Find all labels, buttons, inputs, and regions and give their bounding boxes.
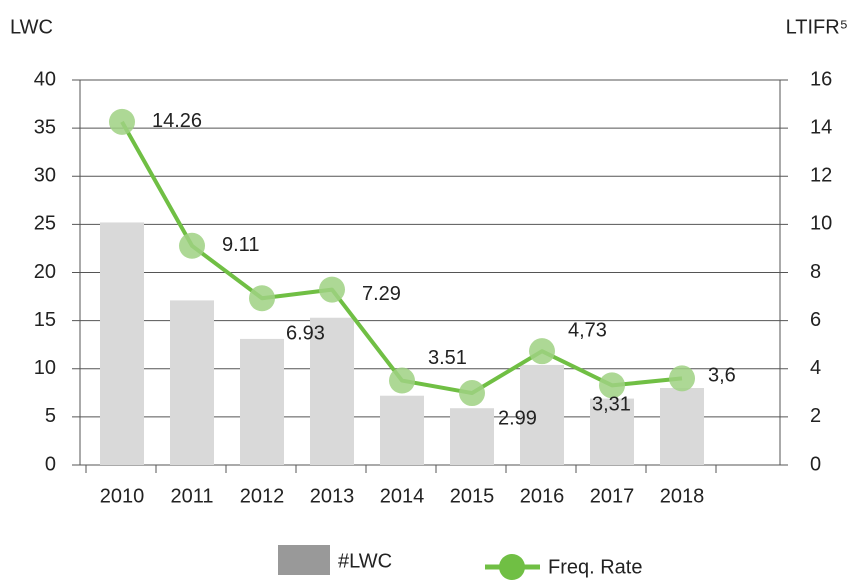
bar [590,398,634,465]
bar [100,222,144,465]
bar [170,300,214,465]
y2-tick-label: 16 [810,68,832,90]
marker [179,232,205,259]
data-label: 3.51 [428,347,467,369]
x-tick-label: 2012 [240,485,285,507]
bar [310,317,354,465]
bar [380,395,424,465]
y2-tick-label: 2 [810,405,821,427]
y2-tick-label: 14 [810,116,832,138]
marker [529,338,555,365]
bar [240,338,284,465]
y-tick-label: 15 [34,309,56,331]
bar [520,364,564,465]
legend-label: Freq. Rate [548,556,642,578]
legend-label: #LWC [338,550,392,572]
x-tick-label: 2017 [590,485,635,507]
y2-axis-title: LTIFR⁵ [786,16,848,38]
y2-tick-label: 12 [810,165,832,187]
marker [459,380,485,407]
data-label: 6.93 [286,323,325,345]
x-tick-label: 2015 [450,485,495,507]
x-tick-label: 2018 [660,485,705,507]
data-label: 7.29 [362,283,401,305]
data-label: 3,31 [592,394,631,416]
y-axis-title: LWC [10,16,53,38]
marker [669,365,695,392]
y-tick-label: 5 [45,405,56,427]
y2-tick-label: 10 [810,213,832,235]
x-tick-label: 2016 [520,485,565,507]
y-tick-label: 35 [34,116,56,138]
y2-tick-label: 4 [810,357,821,379]
marker [249,285,275,312]
x-tick-label: 2011 [170,485,213,507]
data-label: 14.26 [152,110,202,132]
marker [319,276,345,303]
y-tick-label: 10 [34,357,56,379]
y-tick-label: 0 [45,453,56,475]
bar [660,388,704,465]
y-tick-label: 30 [34,165,56,187]
data-label: 2.99 [498,407,537,429]
data-label: 4,73 [568,319,607,341]
y-tick-label: 40 [34,68,56,90]
marker [599,372,625,399]
marker [389,367,415,394]
x-tick-label: 2013 [310,485,355,507]
data-label: 3,6 [708,365,736,387]
y-tick-label: 20 [34,261,56,283]
y2-tick-label: 6 [810,309,821,331]
y2-tick-label: 0 [810,453,821,475]
y-tick-label: 25 [34,213,56,235]
marker [109,108,135,135]
data-label: 9.11 [222,234,259,256]
legend-swatch [278,545,330,575]
x-tick-label: 2014 [380,485,425,507]
bar [450,408,494,465]
x-tick-label: 2010 [100,485,145,507]
y2-tick-label: 8 [810,261,821,283]
legend-marker [499,554,525,580]
